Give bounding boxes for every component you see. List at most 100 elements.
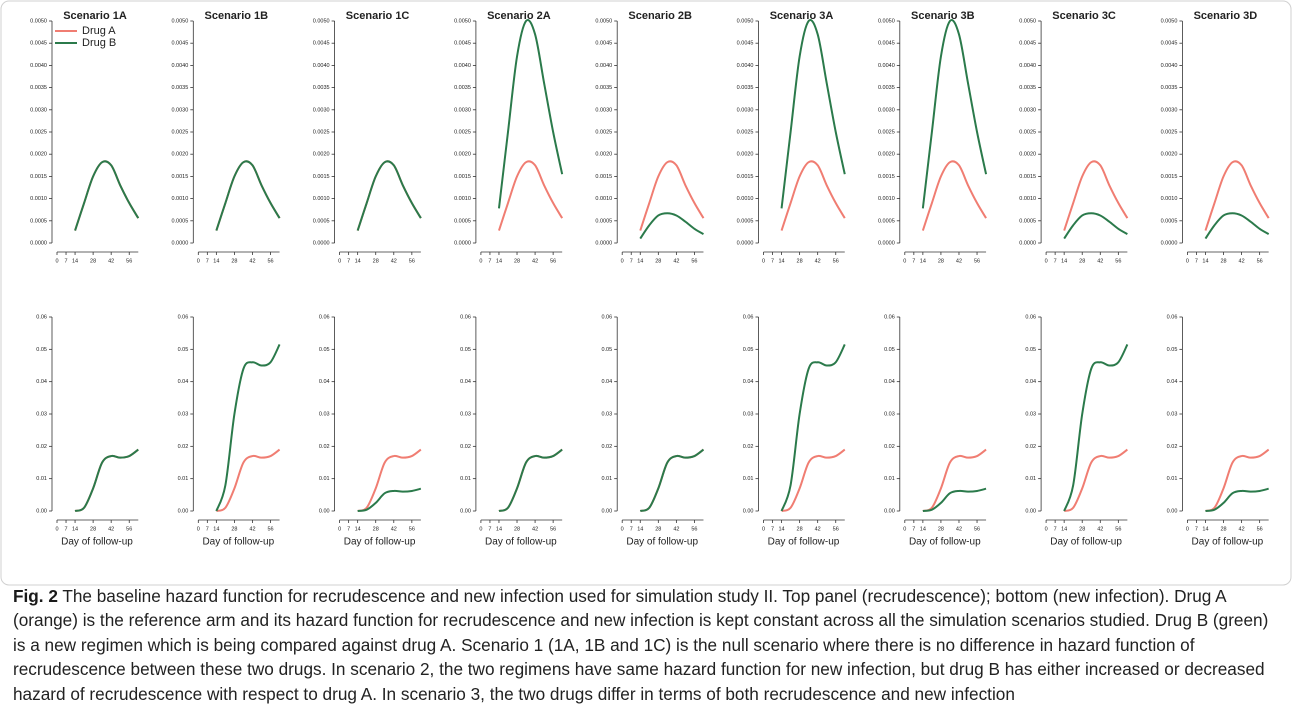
series-line xyxy=(922,448,987,512)
x-tick-label: 42 xyxy=(1097,258,1103,264)
y-tick-label: 0.01 xyxy=(1025,476,1036,482)
x-axis-label: Day of follow-up xyxy=(202,537,274,548)
y-tick-label: 0.04 xyxy=(460,379,471,385)
x-tick-label: 14 xyxy=(1061,258,1067,264)
y-tick-label: 0.0025 xyxy=(454,129,471,135)
x-tick-label: 0 xyxy=(55,526,58,532)
x-tick-label: 28 xyxy=(1220,258,1226,264)
y-tick-label: 0.03 xyxy=(1025,411,1036,417)
y-tick-label: 0.0015 xyxy=(1161,174,1178,180)
series-line xyxy=(498,448,563,512)
series-line xyxy=(216,448,281,512)
y-tick-label: 0.00 xyxy=(178,508,189,514)
caption-label: Fig. 2 xyxy=(13,586,58,606)
y-tick-label: 0.0015 xyxy=(171,174,188,180)
y-tick-label: 0.00 xyxy=(36,508,47,514)
y-tick-label: 0.06 xyxy=(601,314,612,320)
y-tick-label: 0.06 xyxy=(1167,314,1178,320)
y-tick-label: 0.0000 xyxy=(313,240,330,246)
x-tick-label: 42 xyxy=(532,258,538,264)
x-axis-label: Day of follow-up xyxy=(1050,537,1122,548)
x-tick-label: 14 xyxy=(637,258,643,264)
y-tick-label: 0.0010 xyxy=(595,196,612,202)
x-tick-label: 56 xyxy=(1257,258,1263,264)
x-tick-label: 28 xyxy=(514,258,520,264)
legend-label: Drug A xyxy=(82,25,116,37)
y-tick-label: 0.0045 xyxy=(30,41,47,47)
y-tick-label: 0.0050 xyxy=(313,18,330,24)
x-tick-label: 7 xyxy=(912,526,915,532)
y-tick-label: 0.0050 xyxy=(595,18,612,24)
y-tick-label: 0.0045 xyxy=(1019,41,1036,47)
y-tick-label: 0.0035 xyxy=(595,85,612,91)
y-tick-label: 0.0035 xyxy=(1161,85,1178,91)
x-tick-label: 0 xyxy=(1186,258,1189,264)
x-tick-label: 42 xyxy=(391,258,397,264)
series-line xyxy=(74,160,140,231)
series-line xyxy=(1204,212,1270,240)
x-tick-label: 28 xyxy=(938,258,944,264)
x-tick-label: 28 xyxy=(514,526,520,532)
x-tick-label: 56 xyxy=(267,258,273,264)
figure: Scenario 1A0.00000.00050.00100.00150.002… xyxy=(0,0,1292,586)
x-tick-label: 28 xyxy=(373,526,379,532)
y-tick-label: 0.01 xyxy=(319,476,330,482)
x-tick-label: 0 xyxy=(479,526,482,532)
y-tick-label: 0.0035 xyxy=(1019,85,1036,91)
y-tick-label: 0.01 xyxy=(178,476,189,482)
y-tick-label: 0.0015 xyxy=(737,174,754,180)
series-line xyxy=(781,448,846,512)
y-tick-label: 0.0010 xyxy=(171,196,188,202)
figure-frame xyxy=(0,0,1292,586)
series-line xyxy=(639,160,705,231)
x-tick-label: 14 xyxy=(1061,526,1067,532)
series-line xyxy=(639,448,705,512)
y-tick-label: 0.04 xyxy=(36,379,47,385)
x-tick-label: 7 xyxy=(771,258,774,264)
y-tick-label: 0.01 xyxy=(460,476,471,482)
x-tick-label: 28 xyxy=(1079,526,1085,532)
y-tick-label: 0.01 xyxy=(1167,476,1178,482)
series-line xyxy=(780,344,846,512)
x-tick-label: 0 xyxy=(762,258,765,264)
y-tick-label: 0.0030 xyxy=(313,107,330,113)
x-tick-label: 56 xyxy=(409,526,415,532)
y-tick-label: 0.05 xyxy=(743,347,754,353)
y-tick-label: 0.03 xyxy=(36,411,47,417)
y-tick-label: 0.0040 xyxy=(878,63,895,69)
y-tick-label: 0.05 xyxy=(319,347,330,353)
x-tick-label: 14 xyxy=(778,526,784,532)
panel-title: Scenario 1B xyxy=(205,10,269,22)
panel-title: Scenario 3C xyxy=(1052,10,1116,22)
x-tick-label: 42 xyxy=(532,526,538,532)
x-tick-label: 0 xyxy=(903,526,906,532)
y-tick-label: 0.0030 xyxy=(171,107,188,113)
caption-text: The baseline hazard function for recrude… xyxy=(13,586,1269,704)
series-line xyxy=(215,160,281,231)
y-tick-label: 0.00 xyxy=(460,508,471,514)
y-tick-label: 0.06 xyxy=(36,314,47,320)
y-tick-label: 0.0030 xyxy=(737,107,754,113)
y-tick-label: 0.01 xyxy=(601,476,612,482)
y-tick-label: 0.06 xyxy=(884,314,895,320)
x-tick-label: 56 xyxy=(409,258,415,264)
y-tick-label: 0.0045 xyxy=(454,41,471,47)
y-tick-label: 0.0030 xyxy=(595,107,612,113)
x-tick-label: 42 xyxy=(815,526,821,532)
y-tick-label: 0.0040 xyxy=(313,63,330,69)
series-line xyxy=(356,160,422,231)
x-tick-label: 56 xyxy=(833,258,839,264)
x-tick-label: 0 xyxy=(197,526,200,532)
y-tick-label: 0.04 xyxy=(884,379,895,385)
series-line xyxy=(1063,344,1129,512)
y-tick-label: 0.0030 xyxy=(1161,107,1178,113)
y-tick-label: 0.0035 xyxy=(30,85,47,91)
series-line xyxy=(498,160,564,231)
y-tick-label: 0.0005 xyxy=(737,218,754,224)
x-tick-label: 28 xyxy=(655,526,661,532)
y-tick-label: 0.03 xyxy=(178,411,189,417)
x-axis-label: Day of follow-up xyxy=(485,537,557,548)
y-tick-label: 0.05 xyxy=(460,347,471,353)
x-tick-label: 28 xyxy=(797,526,803,532)
y-tick-label: 0.01 xyxy=(884,476,895,482)
